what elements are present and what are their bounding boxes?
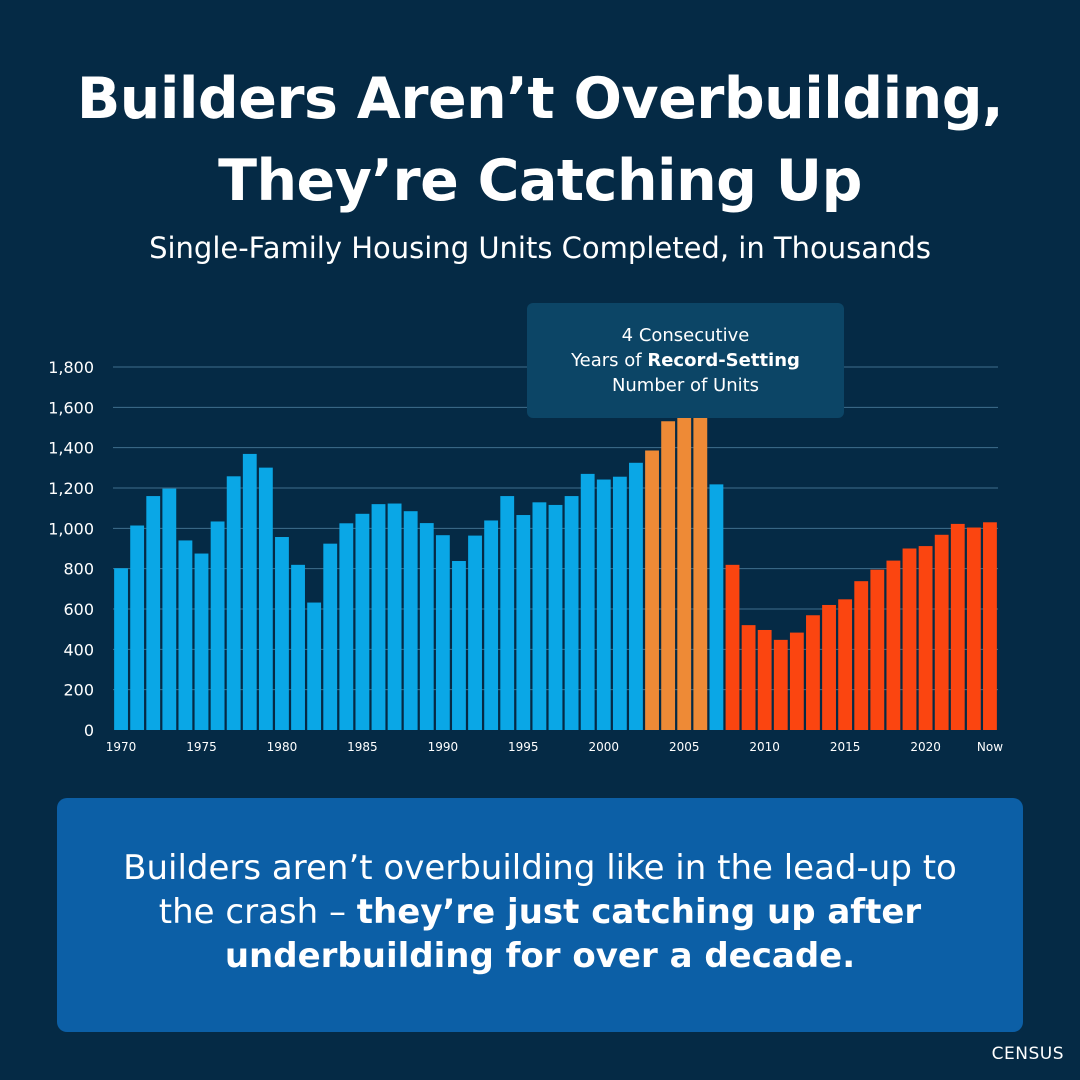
bar xyxy=(516,515,531,730)
bar xyxy=(114,568,128,730)
x-tick-label: 2005 xyxy=(669,740,700,754)
bar xyxy=(403,511,418,730)
bar xyxy=(548,504,563,730)
bar xyxy=(500,496,515,730)
bar xyxy=(854,581,869,730)
bar xyxy=(741,625,756,730)
callout-line-1: 4 Consecutive xyxy=(621,325,750,346)
x-tick-label: 2010 xyxy=(749,740,780,754)
x-tick-label: 2000 xyxy=(588,740,619,754)
chart-subtitle: Single-Family Housing Units Completed, i… xyxy=(149,231,931,265)
y-tick-label: 1,600 xyxy=(48,398,94,417)
bar xyxy=(387,503,402,730)
bar-chart: 0 200 400 600 800 1,000 1,200 1,400 1,600 1,800 19… xyxy=(48,358,1003,754)
callout-line-2-bold: Record-Setting xyxy=(647,350,800,371)
bar xyxy=(806,615,820,730)
y-tick-label: 400 xyxy=(63,640,94,659)
bar xyxy=(242,453,257,730)
record-callout: 4 Consecutive Years of Record-Setting Nu… xyxy=(527,303,844,418)
callout-line-2-prefix: Years of xyxy=(571,350,648,371)
bar xyxy=(130,525,145,730)
bar xyxy=(355,513,370,730)
y-tick-label: 1,800 xyxy=(48,358,94,377)
y-tick-label: 1,200 xyxy=(48,479,94,498)
page-title: Builders Aren’t Overbuilding, They’re Ca… xyxy=(0,58,1080,222)
x-tick-label: 1985 xyxy=(347,740,378,754)
bar xyxy=(966,527,981,730)
bar xyxy=(709,484,724,730)
callout-line-2: Years of Record-Setting xyxy=(527,348,844,373)
bar xyxy=(339,523,354,730)
takeaway-plain: Builders aren’t overbuilding like in the… xyxy=(123,848,957,932)
x-tick-label: 2020 xyxy=(910,740,941,754)
y-tick-label: 0 xyxy=(84,721,94,740)
bar xyxy=(886,560,901,730)
bar xyxy=(950,523,965,730)
bar xyxy=(693,396,708,730)
x-tick-label: 1990 xyxy=(428,740,459,754)
bar xyxy=(178,540,193,730)
bar xyxy=(468,535,482,730)
bar xyxy=(661,421,676,730)
bar xyxy=(484,520,499,730)
bar xyxy=(371,504,386,730)
x-tick-label: 1995 xyxy=(508,740,539,754)
y-tick-label: 800 xyxy=(63,560,94,579)
bar xyxy=(564,496,579,730)
x-tick-label: 2015 xyxy=(830,740,861,754)
title-line-2: They’re Catching Up xyxy=(218,148,862,214)
y-tick-label: 200 xyxy=(63,681,94,700)
bar xyxy=(194,553,209,730)
bar xyxy=(870,569,885,730)
bar xyxy=(419,523,434,730)
bar xyxy=(291,564,305,730)
bar xyxy=(226,476,241,730)
bar xyxy=(838,599,853,730)
y-tick-label: 1,000 xyxy=(48,519,94,538)
bar xyxy=(307,602,322,730)
bar xyxy=(789,632,804,730)
bar xyxy=(162,488,177,730)
bar xyxy=(435,535,450,730)
callout-line-3: Number of Units xyxy=(611,375,760,396)
bar xyxy=(210,521,225,730)
x-tick-label: 1975 xyxy=(186,740,217,754)
bar xyxy=(773,639,788,730)
bar xyxy=(725,564,740,730)
bar xyxy=(822,604,836,730)
bar xyxy=(918,546,933,730)
bar xyxy=(902,548,917,730)
bar xyxy=(934,534,949,730)
takeaway-box: Builders aren’t overbuilding like in the… xyxy=(57,798,1023,1032)
title-line-1: Builders Aren’t Overbuilding, xyxy=(76,66,1004,132)
bar xyxy=(580,473,595,730)
bar xyxy=(596,479,611,730)
bar xyxy=(645,450,659,730)
bar xyxy=(612,476,627,730)
bar xyxy=(677,400,692,730)
source-label: CENSUS xyxy=(991,1044,1064,1064)
bar xyxy=(146,496,161,730)
y-tick-label: 1,400 xyxy=(48,439,94,458)
bar xyxy=(532,502,547,730)
x-tick-label: 1980 xyxy=(267,740,298,754)
bar xyxy=(275,537,289,730)
bar xyxy=(452,561,466,730)
x-tick-label: Now xyxy=(977,740,1003,754)
bar xyxy=(757,629,772,730)
bar xyxy=(323,543,338,730)
bar xyxy=(983,522,997,730)
bar xyxy=(258,467,273,730)
takeaway-bold: they’re just catching up after underbuil… xyxy=(224,892,922,976)
x-tick-label: 1970 xyxy=(106,740,137,754)
y-tick-label: 600 xyxy=(63,600,94,619)
bar xyxy=(629,462,643,730)
